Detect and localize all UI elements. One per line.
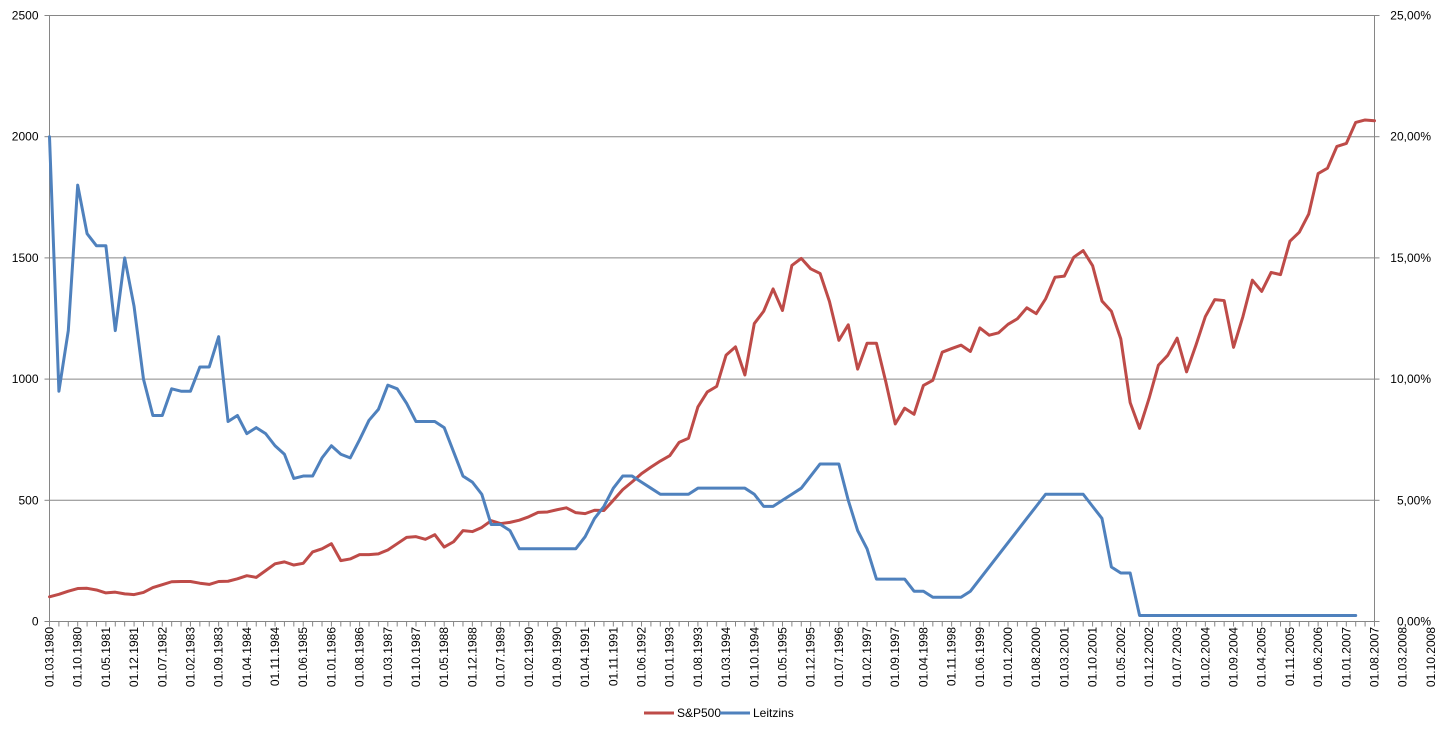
x-tick-label: 01.06.1985: [296, 627, 310, 687]
y-right-tick-label: 20,00%: [1390, 130, 1431, 144]
x-tick-label: 01.06.2006: [1311, 627, 1325, 687]
series-lines: [48, 118, 1376, 617]
plot-area-border: [49, 15, 1375, 622]
y-right-tick-label: 5,00%: [1397, 493, 1431, 507]
x-tick-label: 01.04.2005: [1255, 627, 1269, 687]
x-tick-label: 01.09.1997: [888, 627, 902, 687]
x-tick-label: 01.01.2007: [1339, 627, 1353, 687]
x-tick-label: 01.12.2002: [1142, 627, 1156, 687]
legend-label-sp500: S&P500: [677, 706, 721, 720]
gridlines: [49, 136, 1375, 501]
series-line-sp500: [48, 118, 1376, 599]
series-line-leitzins: [48, 135, 1358, 617]
x-tick-label: 01.12.1981: [127, 627, 141, 687]
x-tick-label: 01.03.2008: [1396, 627, 1410, 687]
x-tick-label: 01.12.1988: [465, 627, 479, 687]
x-tick-label: 01.05.1988: [437, 627, 451, 687]
x-tick-label: 01.09.2004: [1227, 627, 1241, 687]
x-tick-label: 01.10.1980: [71, 627, 85, 687]
x-tick-label: 01.05.1995: [775, 627, 789, 687]
y-left-tick-label: 1500: [12, 251, 39, 265]
y-left-tick-label: 1000: [12, 372, 39, 386]
x-tick-label: 01.11.1991: [606, 627, 620, 686]
x-tick-label: 01.11.1998: [945, 627, 959, 686]
x-tick-label: 01.07.1982: [155, 627, 169, 687]
x-tick-label: 01.11.2005: [1283, 627, 1297, 686]
y-left-tick-label: 500: [18, 493, 38, 507]
y-axis-right: 0,00% 5,00% 10,00% 15,00% 20,00% 25,00%: [1374, 9, 1431, 629]
legend: S&P500 Leitzins: [644, 706, 794, 720]
x-tick-label: 01.10.1987: [409, 627, 423, 687]
y-right-tick-label: 0,00%: [1397, 615, 1431, 629]
x-tick-label: 01.10.2001: [1086, 627, 1100, 687]
x-tick-label: 01.09.1990: [550, 627, 564, 687]
y-right-tick-label: 25,00%: [1390, 9, 1431, 23]
y-left-tick-label: 0: [32, 615, 39, 629]
x-tick-label: 01.03.1994: [719, 627, 733, 687]
x-tick-label: 01.12.1995: [804, 627, 818, 687]
x-tick-label: 01.04.1984: [240, 627, 254, 687]
x-tick-label: 01.08.1993: [691, 627, 705, 687]
x-tick-label: 01.02.1997: [860, 627, 874, 687]
x-tick-label: 01.11.1984: [268, 627, 282, 686]
x-tick-label: 01.04.1998: [916, 627, 930, 687]
x-tick-label: 01.06.1992: [635, 627, 649, 687]
x-tick-label: 01.07.1989: [494, 627, 508, 687]
y-axis-left: 0 500 1000 1500 2000 2500: [12, 9, 50, 629]
x-tick-label: 01.06.1999: [973, 627, 987, 687]
x-tick-label: 01.02.2004: [1198, 627, 1212, 687]
x-tick-label: 01.04.1991: [578, 627, 592, 687]
y-right-tick-label: 10,00%: [1390, 372, 1431, 386]
x-tick-label: 01.08.2000: [1029, 627, 1043, 687]
x-tick-label: 01.03.2001: [1057, 627, 1071, 687]
x-tick-label: 01.05.1981: [99, 627, 113, 687]
x-axis: 01.03.1980 01.10.1980 01.05.1981 01.12.1981…: [43, 621, 1436, 687]
x-tick-label: 01.05.2002: [1114, 627, 1128, 687]
legend-label-leitzins: Leitzins: [753, 706, 794, 720]
y-left-tick-label: 2500: [12, 9, 39, 23]
x-tick-label: 01.08.2007: [1368, 627, 1382, 687]
x-tick-label: 01.01.2000: [1001, 627, 1015, 687]
x-tick-label: 01.07.1996: [832, 627, 846, 687]
x-tick-label: 01.10.2008: [1424, 627, 1436, 687]
x-tick-label: 01.02.1990: [522, 627, 536, 687]
x-tick-label: 01.07.2003: [1170, 627, 1184, 687]
x-tick-label: 01.02.1983: [183, 627, 197, 687]
x-tick-label: 01.03.1987: [381, 627, 395, 687]
x-tick-label: 01.08.1986: [353, 627, 367, 687]
x-tick-label: 01.10.1994: [747, 627, 761, 687]
y-right-tick-label: 15,00%: [1390, 251, 1431, 265]
x-tick-label: 01.01.1986: [324, 627, 338, 687]
y-left-tick-label: 2000: [12, 130, 39, 144]
x-tick-label: 01.03.1980: [43, 627, 57, 687]
x-tick-label: 01.01.1993: [663, 627, 677, 687]
x-tick-label: 01.09.1983: [212, 627, 226, 687]
